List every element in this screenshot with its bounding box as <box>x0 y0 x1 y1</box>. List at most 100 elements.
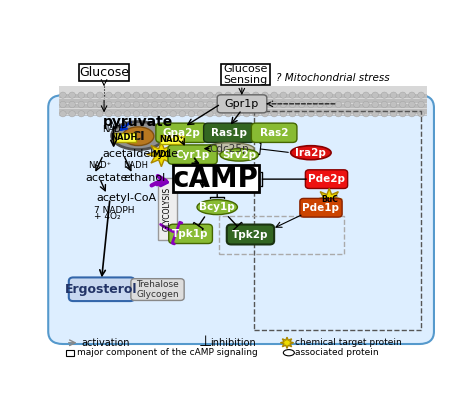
Ellipse shape <box>283 349 294 356</box>
Ellipse shape <box>363 101 369 107</box>
Ellipse shape <box>390 111 397 117</box>
Ellipse shape <box>60 101 66 107</box>
Ellipse shape <box>124 92 130 98</box>
Ellipse shape <box>271 101 277 107</box>
Ellipse shape <box>197 92 204 98</box>
Ellipse shape <box>253 111 259 117</box>
Ellipse shape <box>207 92 213 98</box>
Ellipse shape <box>308 101 314 107</box>
Ellipse shape <box>271 111 277 117</box>
Ellipse shape <box>207 111 213 117</box>
Text: Pde2p: Pde2p <box>308 174 345 184</box>
Ellipse shape <box>280 92 287 98</box>
Ellipse shape <box>161 92 167 98</box>
Ellipse shape <box>179 92 186 98</box>
Ellipse shape <box>161 101 167 107</box>
Ellipse shape <box>234 111 241 117</box>
Ellipse shape <box>335 101 342 107</box>
Text: ? Mitochondrial stress: ? Mitochondrial stress <box>276 73 390 83</box>
Ellipse shape <box>69 111 75 117</box>
Ellipse shape <box>133 111 140 117</box>
Ellipse shape <box>289 111 296 117</box>
Ellipse shape <box>87 101 94 107</box>
Text: pyruvate: pyruvate <box>102 115 173 129</box>
Ellipse shape <box>289 101 296 107</box>
Bar <box>219 217 344 254</box>
Ellipse shape <box>400 92 406 98</box>
Text: CI: CI <box>131 130 145 143</box>
Ellipse shape <box>390 101 397 107</box>
Text: Ras1p: Ras1p <box>211 128 247 138</box>
Text: Glucose
Sensing: Glucose Sensing <box>223 64 268 85</box>
Text: Ira2p: Ira2p <box>295 148 326 158</box>
Ellipse shape <box>280 101 287 107</box>
Text: NADH: NADH <box>110 133 138 142</box>
Text: inhibition: inhibition <box>210 338 255 348</box>
Text: Srv2p: Srv2p <box>222 150 256 160</box>
Ellipse shape <box>161 111 167 117</box>
Text: NAD⁺: NAD⁺ <box>102 125 126 134</box>
Ellipse shape <box>225 101 231 107</box>
Ellipse shape <box>363 92 369 98</box>
Polygon shape <box>281 337 293 348</box>
Ellipse shape <box>124 111 130 117</box>
Polygon shape <box>146 142 176 167</box>
Text: NAD⁺: NAD⁺ <box>88 161 111 170</box>
Ellipse shape <box>390 92 397 98</box>
Ellipse shape <box>317 111 323 117</box>
Text: NAD⁺: NAD⁺ <box>160 135 184 144</box>
Ellipse shape <box>197 101 204 107</box>
Ellipse shape <box>299 111 305 117</box>
Ellipse shape <box>106 92 112 98</box>
Ellipse shape <box>188 111 195 117</box>
Ellipse shape <box>363 111 369 117</box>
Ellipse shape <box>197 111 204 117</box>
Text: associated protein: associated protein <box>295 348 379 357</box>
Ellipse shape <box>400 101 406 107</box>
FancyBboxPatch shape <box>305 170 347 188</box>
Ellipse shape <box>216 92 222 98</box>
Ellipse shape <box>308 92 314 98</box>
Ellipse shape <box>123 127 154 145</box>
FancyBboxPatch shape <box>227 225 274 244</box>
Ellipse shape <box>372 111 378 117</box>
Ellipse shape <box>326 101 333 107</box>
Ellipse shape <box>87 92 94 98</box>
Ellipse shape <box>409 92 415 98</box>
Ellipse shape <box>354 92 360 98</box>
Ellipse shape <box>372 101 378 107</box>
Ellipse shape <box>234 101 241 107</box>
Text: major component of the cAMP signaling: major component of the cAMP signaling <box>77 348 258 357</box>
Ellipse shape <box>418 92 424 98</box>
Ellipse shape <box>216 111 222 117</box>
Bar <box>254 111 421 330</box>
Ellipse shape <box>179 101 186 107</box>
Ellipse shape <box>225 111 231 117</box>
Bar <box>66 350 74 356</box>
Ellipse shape <box>271 92 277 98</box>
Ellipse shape <box>207 101 213 107</box>
Ellipse shape <box>60 92 66 98</box>
Ellipse shape <box>299 101 305 107</box>
Ellipse shape <box>188 92 195 98</box>
Text: Pde1p: Pde1p <box>302 203 339 213</box>
Ellipse shape <box>317 101 323 107</box>
Text: 7 NADPH: 7 NADPH <box>94 206 135 215</box>
Ellipse shape <box>133 101 140 107</box>
Ellipse shape <box>381 111 388 117</box>
Ellipse shape <box>179 111 186 117</box>
Ellipse shape <box>197 200 237 215</box>
FancyBboxPatch shape <box>251 123 297 143</box>
Ellipse shape <box>152 101 158 107</box>
Ellipse shape <box>418 111 424 117</box>
Text: acetaldehyde: acetaldehyde <box>102 149 179 159</box>
Ellipse shape <box>317 92 323 98</box>
Text: Cyr1p: Cyr1p <box>175 149 210 160</box>
Bar <box>59 86 427 116</box>
Ellipse shape <box>234 92 241 98</box>
Text: NAD⁺: NAD⁺ <box>109 121 132 130</box>
Ellipse shape <box>418 101 424 107</box>
Text: acetate: acetate <box>86 173 128 183</box>
Ellipse shape <box>152 92 158 98</box>
Text: Ras2: Ras2 <box>260 128 288 138</box>
